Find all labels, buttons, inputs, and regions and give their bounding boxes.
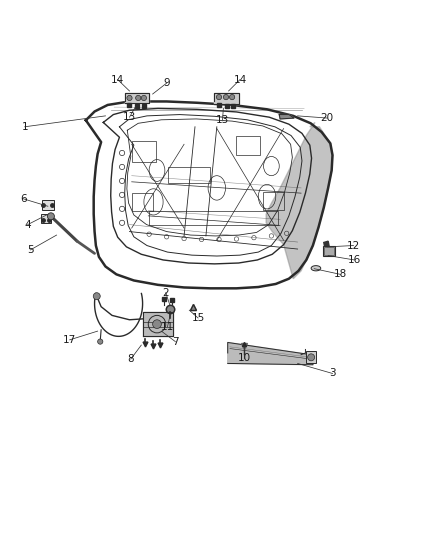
- Text: 13: 13: [216, 115, 229, 125]
- Text: 8: 8: [127, 354, 134, 364]
- Text: 13: 13: [123, 112, 136, 122]
- Bar: [324, 247, 334, 255]
- Text: 3: 3: [329, 368, 336, 378]
- Circle shape: [216, 94, 222, 100]
- Text: 15: 15: [191, 313, 205, 323]
- Bar: [168, 167, 210, 183]
- Polygon shape: [324, 241, 329, 247]
- Bar: [306, 351, 316, 364]
- Bar: [132, 193, 152, 212]
- Polygon shape: [228, 343, 314, 365]
- Circle shape: [307, 354, 314, 361]
- Circle shape: [141, 95, 147, 101]
- Text: 1: 1: [21, 122, 28, 132]
- Bar: [323, 246, 335, 256]
- Ellipse shape: [311, 265, 321, 271]
- Text: 12: 12: [347, 240, 360, 251]
- Circle shape: [230, 94, 235, 100]
- Bar: [236, 136, 260, 155]
- Text: 18: 18: [334, 269, 347, 279]
- Bar: [149, 211, 278, 225]
- Polygon shape: [125, 93, 149, 103]
- Circle shape: [152, 320, 161, 328]
- Circle shape: [47, 213, 54, 220]
- Bar: [42, 200, 54, 210]
- Text: 10: 10: [238, 353, 251, 363]
- Text: 5: 5: [27, 245, 34, 255]
- Text: 11: 11: [161, 322, 174, 332]
- Polygon shape: [143, 312, 173, 336]
- Text: 14: 14: [111, 75, 124, 85]
- Text: 20: 20: [321, 113, 334, 123]
- Circle shape: [98, 339, 103, 344]
- Text: 4: 4: [25, 220, 31, 230]
- Text: 14: 14: [233, 75, 247, 85]
- Text: 9: 9: [163, 78, 170, 88]
- Circle shape: [136, 95, 141, 101]
- Bar: [132, 141, 155, 161]
- Text: 6: 6: [20, 194, 27, 204]
- Text: 2: 2: [162, 288, 169, 298]
- Circle shape: [223, 94, 229, 100]
- Polygon shape: [266, 123, 332, 279]
- Polygon shape: [214, 93, 239, 104]
- Text: 7: 7: [172, 337, 179, 346]
- Polygon shape: [279, 115, 294, 119]
- Bar: [41, 214, 51, 223]
- Text: 17: 17: [63, 335, 76, 345]
- Circle shape: [127, 95, 132, 101]
- Bar: [263, 192, 284, 210]
- Text: 16: 16: [348, 255, 361, 265]
- Circle shape: [93, 293, 100, 300]
